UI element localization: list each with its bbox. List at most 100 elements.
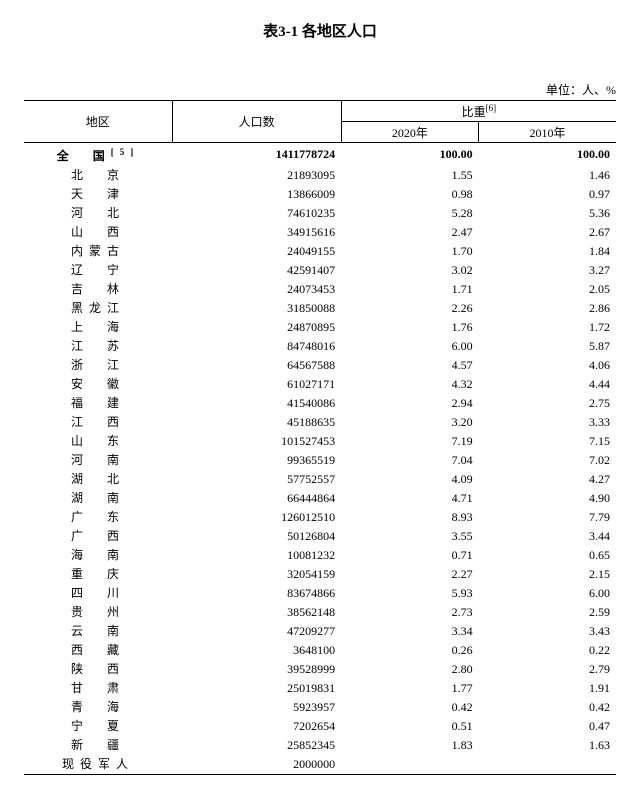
cell-population: 25852345: [172, 736, 341, 755]
cell-region: 辽 宁: [24, 261, 172, 280]
table-row: 宁 夏72026540.510.47: [24, 717, 616, 736]
cell-y1: 4.09: [341, 470, 478, 489]
cell-y2: 7.15: [479, 432, 616, 451]
total-sup: [5]: [111, 147, 140, 157]
table-header: 地区 人口数 比重[6] 2020年 2010年: [24, 101, 616, 143]
table-row: 天 津138660090.980.97: [24, 185, 616, 204]
cell-y1: 1.55: [341, 166, 478, 185]
cell-y1: 1.70: [341, 242, 478, 261]
table-row: 广 西501268043.553.44: [24, 527, 616, 546]
cell-population: 45188635: [172, 413, 341, 432]
cell-region: 上 海: [24, 318, 172, 337]
cell-region: 西 藏: [24, 641, 172, 660]
table-row: 吉 林240734531.712.05: [24, 280, 616, 299]
table-row: 广 东1260125108.937.79: [24, 508, 616, 527]
cell-y2: 5.87: [479, 337, 616, 356]
cell-y2: 2.79: [479, 660, 616, 679]
cell-population: 41540086: [172, 394, 341, 413]
cell-y2: 3.33: [479, 413, 616, 432]
table-title: 表3-1 各地区人口: [24, 20, 616, 41]
table-row: 湖 南664448644.714.90: [24, 489, 616, 508]
cell-population: 47209277: [172, 622, 341, 641]
cell-population: 42591407: [172, 261, 341, 280]
cell-population: 24870895: [172, 318, 341, 337]
cell-y2: 3.43: [479, 622, 616, 641]
table-row: 海 南100812320.710.65: [24, 546, 616, 565]
cell-y1: 6.00: [341, 337, 478, 356]
cell-y2: 100.00: [479, 143, 616, 167]
unit-label: 单位：人、%: [24, 81, 616, 98]
cell-y2: 0.22: [479, 641, 616, 660]
cell-y2: 5.36: [479, 204, 616, 223]
table-row-total: 全 国[5]1411778724100.00100.00: [24, 143, 616, 167]
cell-region: 河 南: [24, 451, 172, 470]
cell-population: 74610235: [172, 204, 341, 223]
cell-population: 61027171: [172, 375, 341, 394]
cell-y2: 0.47: [479, 717, 616, 736]
cell-y2: 4.27: [479, 470, 616, 489]
cell-region: 贵 州: [24, 603, 172, 622]
header-ratio: 比重[6]: [341, 101, 616, 122]
table-row: 湖 北577525574.094.27: [24, 470, 616, 489]
cell-region: 天 津: [24, 185, 172, 204]
cell-region: 安 徽: [24, 375, 172, 394]
cell-y2: 1.91: [479, 679, 616, 698]
cell-y1: 2.47: [341, 223, 478, 242]
cell-y2: [479, 755, 616, 775]
cell-y1: [341, 755, 478, 775]
cell-population: 99365519: [172, 451, 341, 470]
cell-y1: 100.00: [341, 143, 478, 167]
cell-region: 黑龙江: [24, 299, 172, 318]
cell-population: 64567588: [172, 356, 341, 375]
header-ratio-text: 比重: [462, 105, 486, 119]
cell-y1: 0.98: [341, 185, 478, 204]
table-row: 山 东1015274537.197.15: [24, 432, 616, 451]
cell-region: 青 海: [24, 698, 172, 717]
table-row: 青 海59239570.420.42: [24, 698, 616, 717]
table-row: 西 藏36481000.260.22: [24, 641, 616, 660]
cell-region: 云 南: [24, 622, 172, 641]
cell-region: 海 南: [24, 546, 172, 565]
table-row: 浙 江645675884.574.06: [24, 356, 616, 375]
cell-region: 江 西: [24, 413, 172, 432]
population-table: 地区 人口数 比重[6] 2020年 2010年 全 国[5]141177872…: [24, 100, 616, 775]
table-row: 山 西349156162.472.67: [24, 223, 616, 242]
cell-region: 全 国[5]: [24, 143, 172, 167]
header-region: 地区: [24, 101, 172, 143]
cell-region: 湖 北: [24, 470, 172, 489]
cell-y2: 4.90: [479, 489, 616, 508]
cell-y2: 4.44: [479, 375, 616, 394]
cell-population: 21893095: [172, 166, 341, 185]
cell-y1: 1.83: [341, 736, 478, 755]
cell-population: 31850088: [172, 299, 341, 318]
cell-y1: 1.76: [341, 318, 478, 337]
cell-y2: 2.05: [479, 280, 616, 299]
cell-region: 山 西: [24, 223, 172, 242]
table-row: 河 南993655197.047.02: [24, 451, 616, 470]
cell-y2: 7.79: [479, 508, 616, 527]
cell-y1: 3.20: [341, 413, 478, 432]
cell-y2: 0.97: [479, 185, 616, 204]
cell-region: 北 京: [24, 166, 172, 185]
cell-y1: 1.71: [341, 280, 478, 299]
table-row: 黑龙江318500882.262.86: [24, 299, 616, 318]
cell-y2: 1.72: [479, 318, 616, 337]
cell-y1: 1.77: [341, 679, 478, 698]
table-row: 江 苏847480166.005.87: [24, 337, 616, 356]
table-row: 云 南472092773.343.43: [24, 622, 616, 641]
cell-y1: 7.19: [341, 432, 478, 451]
cell-y2: 2.75: [479, 394, 616, 413]
cell-y1: 4.32: [341, 375, 478, 394]
cell-y2: 2.15: [479, 565, 616, 584]
cell-y1: 7.04: [341, 451, 478, 470]
cell-region: 江 苏: [24, 337, 172, 356]
cell-population: 34915616: [172, 223, 341, 242]
cell-region: 福 建: [24, 394, 172, 413]
cell-y2: 2.59: [479, 603, 616, 622]
cell-y1: 2.94: [341, 394, 478, 413]
header-year-2010: 2010年: [479, 122, 616, 143]
cell-population: 83674866: [172, 584, 341, 603]
table-row: 福 建415400862.942.75: [24, 394, 616, 413]
cell-y2: 6.00: [479, 584, 616, 603]
cell-region: 内蒙古: [24, 242, 172, 261]
